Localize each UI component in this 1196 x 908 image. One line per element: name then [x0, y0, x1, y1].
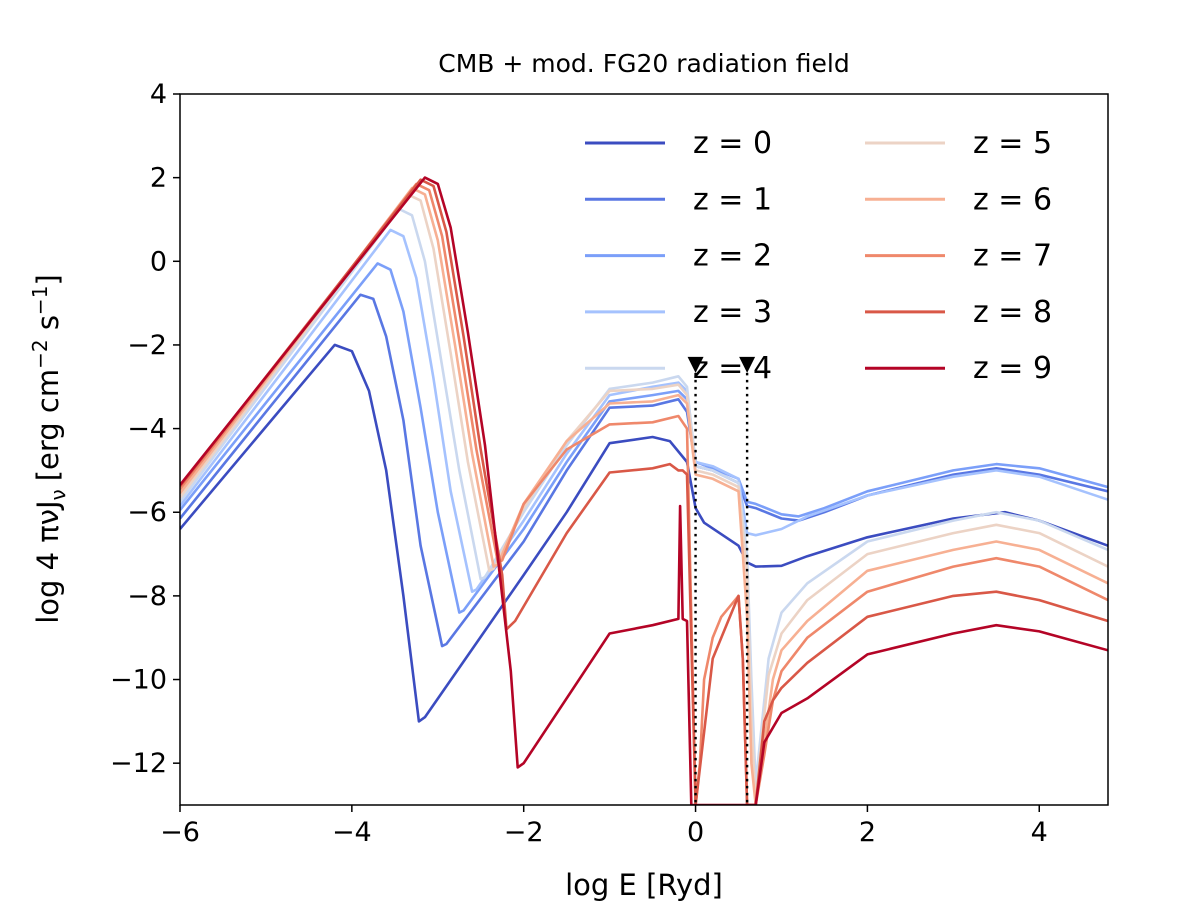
marker-triangle-1	[739, 356, 756, 373]
legend-label: z = 1	[693, 182, 772, 217]
x-tick-label: −2	[504, 817, 544, 848]
legend-label: z = 5	[973, 126, 1052, 161]
series-line-7	[180, 182, 1108, 805]
x-tick-label: 2	[859, 817, 876, 848]
y-tick-label: −8	[127, 581, 167, 612]
legend-label: z = 4	[693, 351, 772, 386]
legend-label: z = 2	[693, 239, 772, 274]
y-axis-label-subscript: ν	[46, 489, 70, 500]
marker-layer	[687, 356, 756, 805]
y-tick-label: −6	[127, 497, 167, 528]
legend-label: z = 7	[973, 239, 1052, 274]
x-axis-label: log E [Ryd]	[565, 868, 723, 902]
series-line-0	[180, 343, 1108, 723]
x-tick-label: −4	[332, 817, 372, 848]
y-axis-label-exp1: −2	[28, 339, 52, 368]
x-tick-label: 0	[687, 817, 704, 848]
legend-label: z = 0	[693, 126, 772, 161]
legend-label: z = 3	[693, 295, 772, 330]
y-tick-label: −10	[110, 665, 167, 696]
y-tick-label: −12	[110, 748, 167, 779]
marker-triangle-0	[687, 356, 704, 373]
y-tick-label: −4	[127, 414, 167, 445]
y-tick-label: −2	[127, 330, 167, 361]
legend-label: z = 9	[973, 351, 1052, 386]
series-layer	[180, 176, 1108, 805]
y-axis-label-main: log 4 πνJ	[31, 500, 65, 623]
y-axis-label-mid: s	[31, 315, 65, 339]
y-tick-label: 4	[150, 79, 167, 110]
x-tick-label: 4	[1031, 817, 1048, 848]
series-line-8	[180, 178, 1108, 805]
series-line-4	[180, 207, 1108, 786]
legend: z = 0 z = 1 z = 2 z = 3 z = 4 z = 5 z = 6 z = 7…	[585, 126, 1052, 386]
y-tick-label: 0	[150, 246, 167, 277]
x-axis-ticks: −6 −4 −2 0 2 4	[160, 805, 1048, 848]
y-axis-label-close: ]	[31, 274, 65, 285]
y-axis-label-exp2: −1	[28, 286, 52, 315]
y-tick-label: 2	[150, 163, 167, 194]
series-line-5	[180, 193, 1108, 805]
y-axis-label: log 4 πνJν [erg cm−2 s−1]	[28, 274, 70, 624]
series-line-9	[180, 176, 1108, 805]
plot-frame	[179, 93, 1109, 806]
legend-label: z = 6	[973, 182, 1052, 217]
legend-label: z = 8	[973, 295, 1052, 330]
y-axis-ticks: 4 2 0 −2 −4 −6 −8 −10 −12	[110, 79, 180, 779]
series-line-3	[180, 228, 1108, 593]
chart-title: CMB + mod. FG20 radiation field	[438, 49, 849, 78]
y-axis-label-units: [erg cm	[31, 369, 65, 481]
series-line-6	[180, 186, 1108, 805]
x-tick-label: −6	[160, 817, 200, 848]
